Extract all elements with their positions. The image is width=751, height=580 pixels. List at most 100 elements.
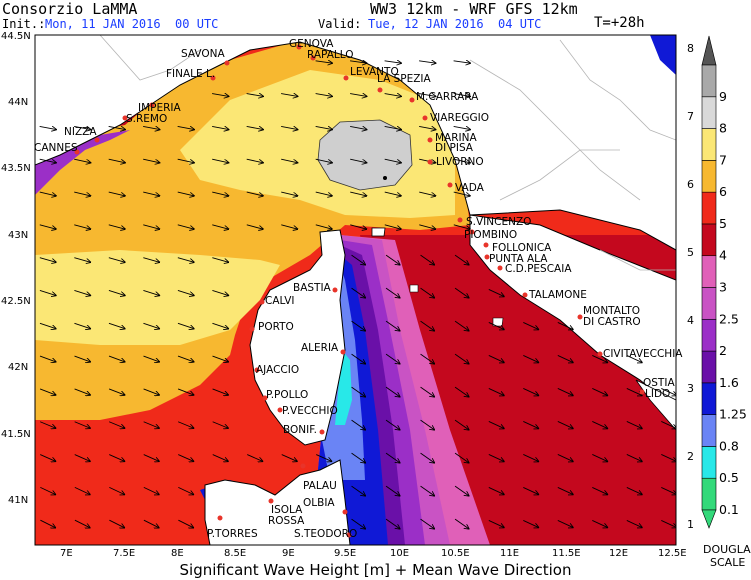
direction-arrow (454, 320, 469, 331)
direction-arrow (488, 453, 504, 461)
place-label: PORTO (258, 321, 294, 333)
colorbar-label: 8 (719, 121, 727, 136)
direction-arrow (40, 454, 56, 462)
colorbar-cell (701, 446, 717, 479)
place-label: P.VECCHIO (282, 405, 338, 417)
direction-arrow (385, 287, 400, 298)
direction-arrow (108, 257, 125, 263)
colorbar-cell (701, 64, 717, 98)
place-markers (74, 44, 645, 538)
direction-arrow (420, 485, 435, 496)
direction-arrow (143, 257, 159, 263)
direction-arrow (108, 191, 126, 196)
colorbar-label: 5 (719, 216, 727, 231)
place-label: VIAREGGIO (430, 112, 489, 124)
colorbar-label: 3 (719, 280, 727, 295)
direction-arrow (315, 191, 333, 196)
direction-arrow (212, 421, 229, 429)
douglas-number: 1 (687, 518, 694, 531)
colorbar-label: 1.25 (719, 407, 747, 422)
direction-arrow (143, 125, 160, 129)
land-sardinia (204, 459, 351, 545)
direction-arrow (281, 94, 298, 97)
direction-arrow (523, 354, 538, 362)
colorbar: 0.1 0.5 0.8 1.25 1.6 2 2.5 3 4 5 6 7 8 9 1 2 3 4 5 6 7 8 DOU… (687, 35, 751, 569)
y-tick: 43.5N (1, 163, 31, 174)
colorbar-cell (701, 350, 717, 384)
direction-arrow (315, 61, 333, 63)
colorbar-label: 0.5 (719, 470, 739, 485)
place-label: BONIF. (283, 424, 317, 436)
direction-arrow (177, 125, 195, 129)
direction-arrow (592, 519, 607, 527)
place-label: AJACCIO (256, 364, 299, 376)
direction-arrow (74, 257, 90, 263)
direction-arrow (385, 386, 400, 397)
colorbar-labels: 0.1 0.5 0.8 1.25 1.6 2 2.5 3 4 5 6 7 8 9 (719, 89, 747, 517)
direction-arrow (420, 353, 435, 364)
colorbar-cell (701, 318, 717, 352)
place-label: PUNTA ALA (489, 253, 548, 265)
direction-arrow (74, 290, 90, 295)
direction-arrow (523, 321, 538, 329)
x-tick: 7E (60, 548, 73, 559)
douglas-number: 4 (687, 314, 694, 327)
valid-value: Tue, 12 JAN 2016 04 UTC (368, 17, 542, 31)
direction-arrow (39, 322, 56, 328)
direction-arrow (592, 486, 607, 494)
direction-arrow (557, 519, 573, 527)
place-label: NIZZA (64, 126, 97, 138)
y-tick: 44.5N (1, 31, 31, 42)
direction-arrow (454, 353, 469, 364)
direction-arrow (626, 387, 642, 395)
direction-arrow (177, 224, 194, 229)
direction-arrow (74, 454, 91, 462)
colorbar-cell (701, 414, 717, 447)
direction-arrow (350, 61, 367, 63)
direction-arrow (351, 485, 366, 496)
org-title: Consorzio LaMMA (2, 0, 138, 18)
direction-arrow (350, 125, 367, 129)
direction-arrow (384, 158, 402, 163)
direction-arrow (40, 486, 55, 494)
wave-direction-arrows (39, 61, 676, 529)
direction-arrow (247, 454, 263, 462)
x-tick: 10E (390, 548, 409, 559)
direction-arrow (109, 486, 124, 494)
direction-arrow (420, 419, 435, 430)
model-title: WW3 12km - WRF GFS 12km (370, 0, 578, 18)
place-label: CIVITAVECCHIA (603, 348, 683, 360)
land-corsica (249, 229, 346, 446)
x-tick: 12.5E (658, 548, 687, 559)
direction-arrow (108, 421, 125, 429)
place-label: GENOVA (289, 38, 334, 50)
colorbar-cell (701, 191, 717, 225)
place-label: S.VINCENZO (466, 216, 531, 228)
douglas-scale: 1 2 3 4 5 6 7 8 (687, 42, 694, 531)
direction-arrow (108, 290, 125, 295)
direction-arrow (557, 354, 573, 362)
direction-arrow (592, 420, 607, 428)
direction-arrow (177, 388, 194, 395)
colorbar-cells (701, 64, 717, 511)
direction-arrow (384, 125, 402, 129)
sea-band-cyan (335, 350, 352, 425)
place-label: RAPALLO (307, 49, 354, 61)
direction-arrow (281, 454, 298, 462)
footer-title: Significant Wave Height [m] + Mean Wave … (179, 561, 572, 579)
place-label: PIOMBINO (464, 229, 517, 241)
direction-arrow (350, 191, 367, 196)
direction-arrow (385, 254, 400, 265)
douglas-label: SCALE (710, 556, 745, 569)
direction-arrow (177, 421, 194, 429)
direction-arrow (420, 518, 435, 529)
place-label: LIVORNO (436, 156, 484, 168)
direction-arrow (246, 158, 264, 163)
direction-arrow (592, 387, 607, 395)
direction-arrow (592, 354, 607, 362)
direction-arrow (488, 420, 504, 428)
direction-arrow (212, 290, 228, 295)
place-label: ISOLA (271, 504, 303, 516)
direction-arrow (454, 386, 469, 397)
